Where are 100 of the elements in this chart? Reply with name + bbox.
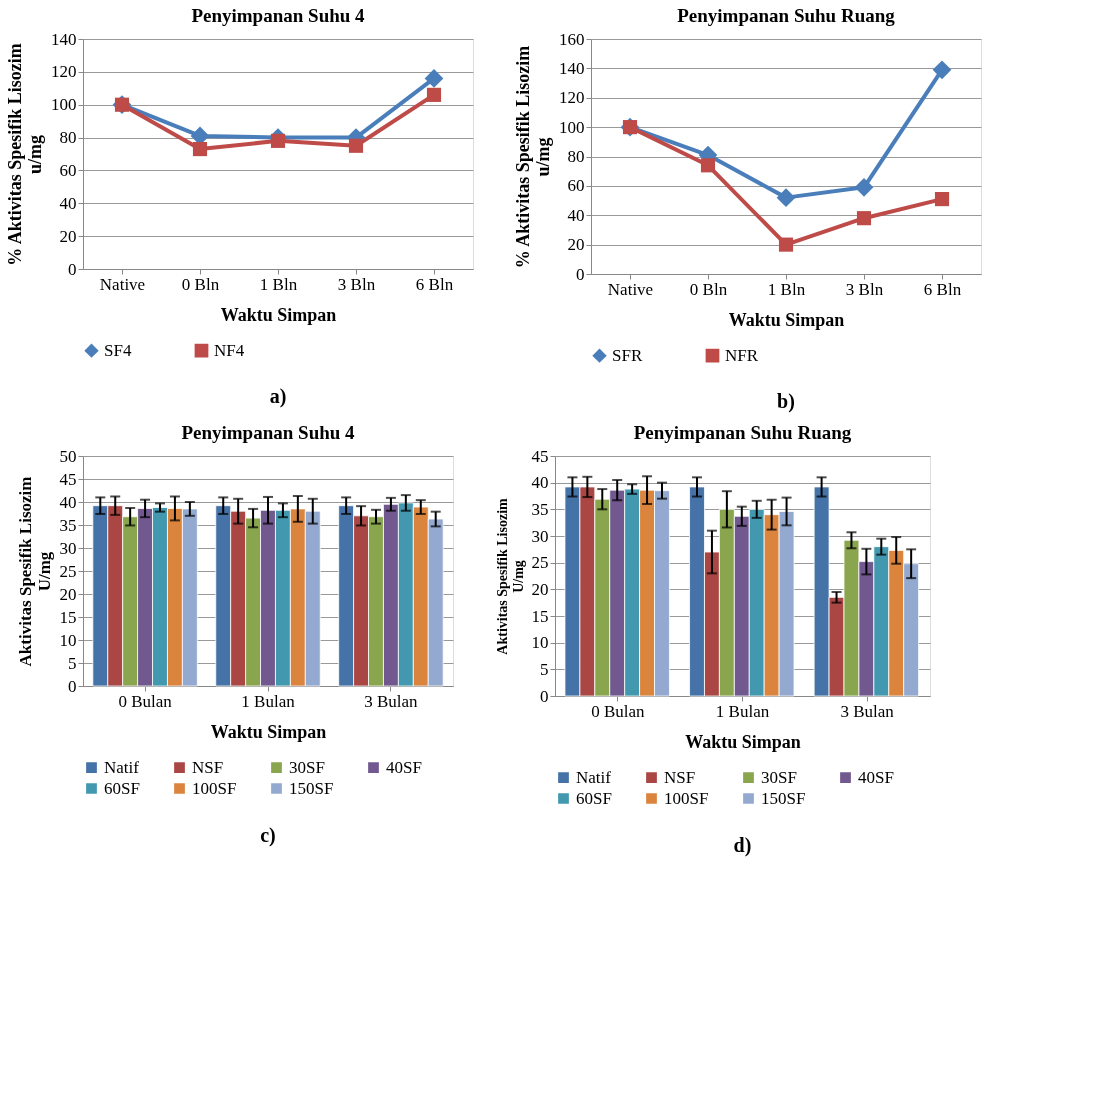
x-tick-label: 1 Bulan [241, 691, 296, 711]
y-tick-label: 20 [59, 584, 77, 604]
x-tick-label: 1 Bln [767, 279, 806, 299]
y-tick-label: 60 [567, 176, 585, 196]
point [854, 177, 874, 197]
y-tick-label: 30 [59, 538, 77, 558]
y-tick-label: 0 [576, 264, 585, 284]
y-tick-label: 100 [51, 95, 77, 115]
y-axis-title: % Aktivitas Spesifik Lisozim u/mg [5, 43, 45, 266]
y-tick-label: 120 [51, 62, 77, 82]
y-tick-label: 30 [531, 526, 549, 546]
point [934, 192, 950, 207]
y-tick-label: 140 [51, 29, 77, 49]
y-tick-label: 0 [540, 686, 549, 706]
legend-label: NFR [725, 345, 759, 365]
point [424, 69, 444, 88]
y-tick-label: 140 [559, 58, 585, 78]
x-tick-label: 3 Bulan [364, 691, 419, 711]
y-tick-label: 160 [559, 29, 585, 49]
x-tick-label: 3 Bln [337, 274, 376, 294]
x-tick-label: 6 Bln [415, 274, 454, 294]
y-tick-label: 40 [59, 193, 77, 213]
legend-label: 150SF [289, 778, 334, 798]
text: d) [733, 834, 752, 857]
point [270, 133, 286, 148]
chart-title: Penyimpanan Suhu 4 [181, 422, 356, 443]
y-tick-label: 80 [567, 147, 585, 166]
y-tick-label: 20 [531, 579, 549, 599]
legend-label: 150SF [761, 788, 806, 808]
chart-title: Penyimpanan Suhu Ruang [677, 5, 896, 26]
y-tick-label: 5 [540, 659, 549, 679]
y-tick-label: 50 [59, 446, 77, 466]
x-tick-label: 0 Bulan [118, 691, 173, 711]
y-tick-label: 60 [59, 160, 77, 180]
y-tick-label: 45 [531, 446, 549, 466]
text: c) [260, 824, 276, 847]
x-tick-label: Native [607, 279, 654, 299]
x-tick-label: 6 Bln [923, 279, 962, 299]
point [426, 87, 442, 102]
x-axis-title: Waktu Simpan [210, 721, 327, 742]
y-axis-title: Aktivitas Spesifik Lisozim U/mg [494, 497, 526, 655]
x-axis-title: Waktu Simpan [728, 309, 845, 330]
legend-label: SF4 [104, 340, 132, 360]
point [700, 158, 716, 173]
y-tick-label: 15 [531, 606, 549, 626]
y-tick-label: 15 [59, 607, 77, 627]
legend-label: Natif [576, 767, 612, 787]
legend-label: Natif [104, 757, 140, 777]
x-tick-label: 0 Bulan [591, 701, 646, 721]
y-tick-label: 80 [59, 128, 77, 148]
point [856, 211, 872, 226]
legend-label: 40SF [858, 767, 894, 787]
y-tick-label: 35 [59, 515, 77, 535]
y-axis-title: % Aktivitas Spesifik Lisozim u/mg [513, 45, 553, 269]
x-tick-label: 1 Bln [259, 274, 298, 294]
y-tick-label: 40 [567, 205, 585, 225]
y-tick-label: 45 [59, 469, 77, 489]
chart-title: Penyimpanan Suhu Ruang [633, 422, 852, 443]
legend-label: 30SF [289, 757, 325, 777]
y-tick-label: 35 [531, 499, 549, 519]
y-tick-label: 10 [59, 630, 77, 650]
y-tick-label: 40 [531, 473, 549, 493]
text: a) [269, 385, 287, 408]
chart-title: Penyimpanan Suhu 4 [191, 5, 366, 26]
x-tick-label: 3 Bulan [840, 701, 895, 721]
x-tick-label: 0 Bln [689, 279, 728, 299]
legend-label: 30SF [761, 767, 797, 787]
point [776, 188, 796, 207]
legend-label: SFR [612, 345, 643, 365]
y-tick-label: 100 [559, 117, 585, 137]
y-tick-label: 25 [531, 553, 549, 573]
text: b) [777, 390, 795, 413]
y-tick-label: 120 [559, 88, 585, 108]
legend-label: 60SF [576, 788, 612, 808]
legend-label: 40SF [386, 757, 422, 777]
x-axis-title: Waktu Simpan [685, 731, 801, 752]
y-tick-label: 0 [68, 259, 77, 279]
x-axis-title: Waktu Simpan [220, 304, 337, 325]
legend-label: NF4 [214, 340, 245, 360]
y-tick-label: 0 [68, 676, 77, 696]
x-tick-label: 0 Bln [181, 274, 220, 294]
legend-label: NSF [192, 757, 224, 777]
legend-label: NSF [664, 767, 696, 787]
point [932, 60, 952, 80]
y-tick-label: 25 [59, 561, 77, 581]
y-tick-label: 10 [531, 633, 549, 653]
y-tick-label: 20 [59, 226, 77, 246]
x-tick-label: 3 Bln [845, 279, 884, 299]
y-tick-label: 20 [567, 235, 585, 255]
y-tick-label: 5 [68, 653, 77, 673]
point [348, 138, 364, 153]
y-tick-label: 40 [59, 492, 77, 512]
legend-label: 100SF [664, 788, 709, 808]
x-tick-label: 1 Bulan [715, 701, 770, 721]
legend-label: 100SF [192, 778, 237, 798]
legend-label: 60SF [104, 778, 140, 798]
y-axis-title: Aktivitas Spesifik Lisozim U/mg [15, 476, 54, 667]
point [192, 142, 208, 157]
point [778, 237, 794, 252]
x-tick-label: Native [99, 274, 146, 294]
